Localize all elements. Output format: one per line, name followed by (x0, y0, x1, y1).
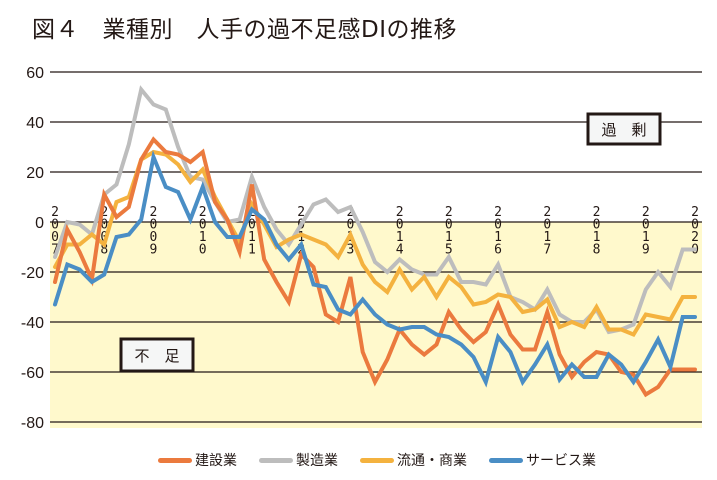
x-tick-digit: 1 (642, 230, 650, 245)
x-tick-digit: 2 (691, 230, 699, 245)
x-tick-digit: 1 (543, 230, 551, 245)
x-tick-digit: 0 (51, 218, 59, 233)
x-tick-digit: 2 (100, 205, 108, 220)
x-tick-digit: 2 (199, 205, 207, 220)
x-tick-digit: 0 (642, 218, 650, 233)
y-tick-label: -80 (21, 415, 44, 432)
y-tick-label: 40 (26, 115, 44, 132)
x-tick-digit: 7 (51, 243, 59, 258)
x-tick-digit: 2 (593, 205, 601, 220)
legend: 建設業 製造業 流通・商業 サービス業 (158, 450, 618, 470)
x-tick-digit: 0 (100, 218, 108, 233)
x-tick-digit: 4 (396, 243, 404, 258)
legend-swatch (259, 457, 293, 463)
legend-item-services: サービス業 (489, 450, 596, 470)
x-tick-digit: 2 (346, 205, 354, 220)
x-tick-digit: 0 (199, 218, 207, 233)
x-tick-digit: 2 (691, 205, 699, 220)
x-tick-digit: 2 (150, 205, 158, 220)
x-tick-digit: 2 (445, 205, 453, 220)
x-tick-digit: 2 (51, 205, 59, 220)
y-tick-label: 0 (35, 215, 44, 232)
surplus-annotation-label: 過 剰 (601, 121, 646, 139)
y-tick-label: 60 (26, 65, 44, 82)
x-tick-digit: 3 (346, 243, 354, 258)
x-tick-digit: 0 (150, 218, 158, 233)
x-tick-digit: 1 (248, 243, 256, 258)
legend-swatch (158, 457, 192, 463)
surplus-annotation-frame (586, 112, 662, 146)
x-tick-digit: 0 (51, 230, 59, 245)
shortage-annotation: 不 足 (119, 337, 195, 373)
y-tick-label: -20 (21, 265, 44, 282)
y-tick-label: -40 (21, 315, 44, 332)
shortage-annotation-frame (119, 337, 195, 373)
series-line-0 (53, 136, 697, 398)
x-tick-digit: 0 (445, 218, 453, 233)
x-tick-digit: 8 (100, 243, 108, 258)
x-tick-digit: 0 (691, 218, 699, 233)
legend-label: 製造業 (296, 453, 338, 469)
x-tick-digit: 9 (150, 243, 158, 258)
x-tick-digit: 1 (445, 230, 453, 245)
legend-item-construction: 建設業 (158, 450, 237, 470)
legend-item-manufacturing: 製造業 (259, 450, 338, 470)
x-tick-digit: 8 (593, 243, 601, 258)
x-tick-digit: 1 (199, 230, 207, 245)
shortage-annotation-label: 不 足 (134, 347, 179, 365)
legend-swatch (360, 457, 394, 463)
x-tick-digit: 6 (494, 243, 502, 258)
y-tick-label: 20 (26, 165, 44, 182)
x-tick-digit: 2 (297, 205, 305, 220)
surplus-annotation: 過 剰 (586, 112, 662, 146)
legend-swatch (489, 457, 523, 463)
x-tick-digit: 1 (396, 230, 404, 245)
x-tick-digit: 0 (248, 218, 256, 233)
x-tick-digit: 7 (543, 243, 551, 258)
x-tick-digit: 1 (297, 230, 305, 245)
x-tick-digit: 0 (396, 218, 404, 233)
series-line-3 (53, 150, 697, 388)
series-line-2 (53, 149, 697, 337)
x-tick-digit: 0 (593, 218, 601, 233)
shortage-region (50, 222, 702, 428)
x-tick-digit: 0 (199, 243, 207, 258)
x-tick-digit: 2 (642, 205, 650, 220)
x-tick-digit: 2 (396, 205, 404, 220)
x-tick-digit: 1 (494, 230, 502, 245)
x-tick-digit: 0 (543, 218, 551, 233)
x-tick-digit: 0 (494, 218, 502, 233)
x-tick-digit: 0 (346, 218, 354, 233)
legend-item-distribution: 流通・商業 (360, 450, 467, 470)
x-tick-digit: 1 (593, 230, 601, 245)
x-tick-digit: 2 (543, 205, 551, 220)
legend-label: サービス業 (526, 453, 596, 469)
y-tick-label: -60 (21, 365, 44, 382)
legend-label: 建設業 (195, 453, 237, 469)
chart-title: 図４ 業種別 人手の過不足感DIの推移 (32, 17, 457, 43)
x-tick-digit: 0 (150, 230, 158, 245)
x-tick-digit: 9 (642, 243, 650, 258)
x-tick-digit: 1 (248, 230, 256, 245)
x-tick-digit: 2 (494, 205, 502, 220)
x-tick-digit: 5 (445, 243, 453, 258)
legend-label: 流通・商業 (397, 453, 467, 469)
